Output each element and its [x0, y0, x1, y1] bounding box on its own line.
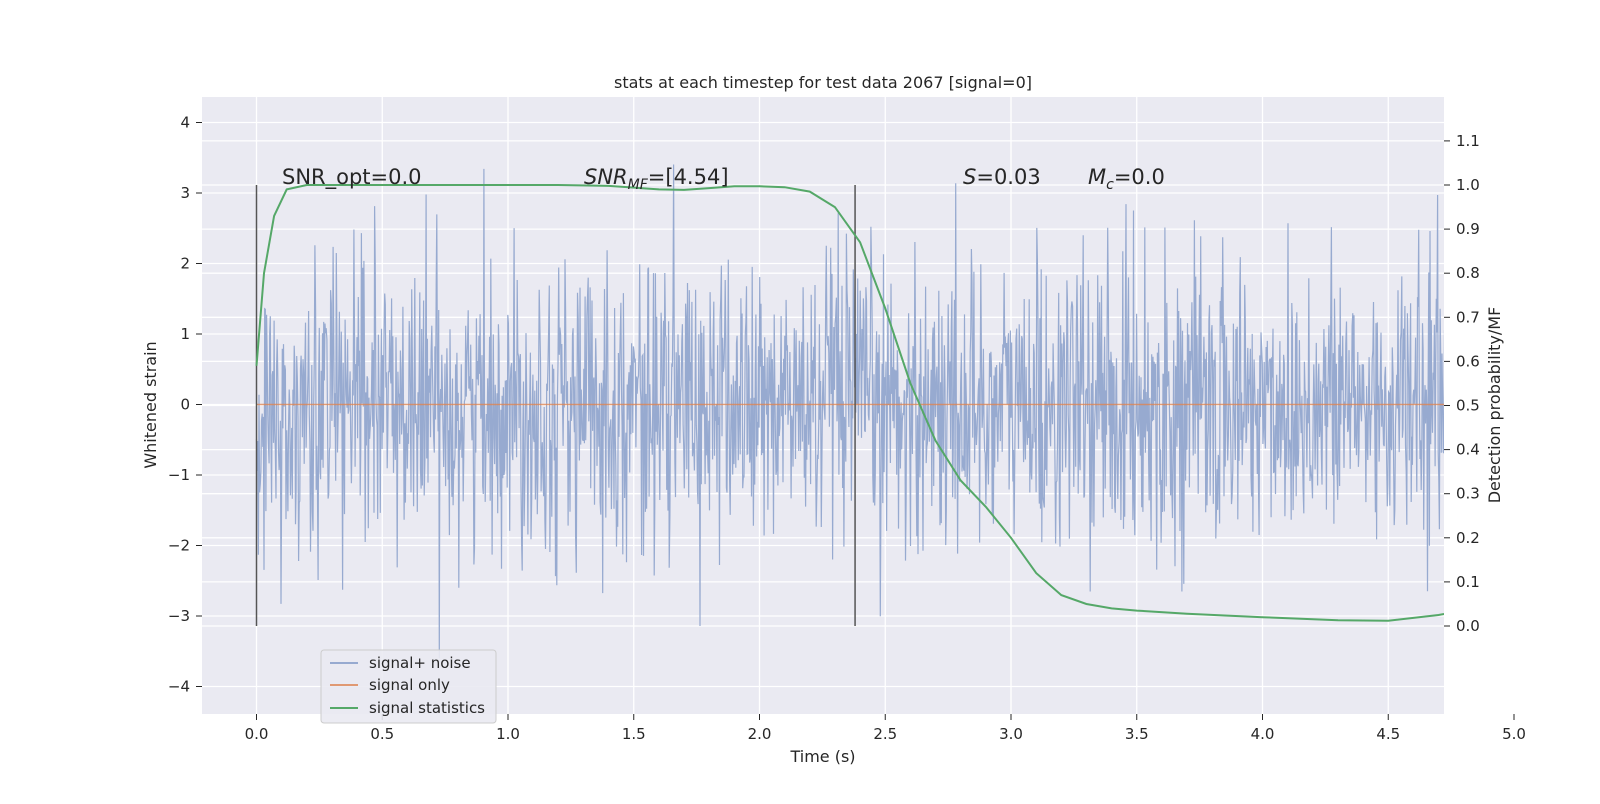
x-tick-label: 0.5: [370, 725, 394, 743]
y-right-tick-label: 0.5: [1456, 397, 1480, 415]
y-right-tick-label: 0.4: [1456, 441, 1480, 459]
y-right-tick-label: 0.3: [1456, 485, 1480, 503]
legend: signal+ noise signal only signal statist…: [321, 650, 496, 723]
y-right-tick-label: 0.7: [1456, 308, 1480, 326]
s-symbol: S: [963, 165, 976, 189]
y-right-tick-label: 0.6: [1456, 352, 1480, 370]
x-tick-label: 4.5: [1376, 725, 1400, 743]
snr-mf-symbol: SNR: [584, 165, 628, 189]
y-tick-label: 0: [180, 396, 190, 414]
y-right-tick-label: 0.9: [1456, 220, 1480, 238]
y-right-tick-label: 0.2: [1456, 529, 1480, 547]
x-tick-label: 0.0: [245, 725, 269, 743]
chart-title: stats at each timestep for test data 206…: [614, 73, 1032, 92]
x-tick-label: 1.0: [496, 725, 520, 743]
y-tick-label: 4: [180, 114, 190, 132]
y-right-tick-label: 0.1: [1456, 573, 1480, 591]
snr-mf-subscript: MF: [628, 177, 649, 193]
annotation-s: S=0.03: [963, 165, 1041, 189]
y-right-axis-title: Detection probability/MF: [1485, 307, 1504, 504]
y-axis-title: Whitened strain: [141, 341, 160, 468]
x-tick-label: 3.5: [1125, 725, 1149, 743]
x-tick-label: 4.0: [1251, 725, 1275, 743]
annotation-snr-mf: SNRMF=[4.54]: [584, 165, 729, 193]
y-tick-label: −2: [168, 537, 190, 555]
y-tick-label: −4: [168, 678, 190, 696]
x-tick-label: 2.5: [873, 725, 897, 743]
legend-label-signal-statistics: signal statistics: [369, 699, 485, 717]
y-tick-label: −3: [168, 607, 190, 625]
y-ticks: 4 3 2 1 0 −1 −2 −3 −4: [168, 114, 202, 696]
x-axis-title: Time (s): [789, 747, 855, 766]
annotation-snr-opt: SNR_opt=0.0: [282, 165, 422, 190]
annotation-mc: Mc=0.0: [1088, 165, 1165, 193]
y-tick-label: −1: [168, 466, 190, 484]
y-right-ticks: 1.1 1.0 0.9 0.8 0.7 0.6 0.5 0.4 0.3 0.2 0.1 0.0: [1444, 132, 1480, 635]
y-right-tick-label: 1.1: [1456, 132, 1480, 150]
y-tick-label: 3: [180, 184, 190, 202]
mc-symbol: M: [1088, 165, 1106, 189]
y-right-tick-label: 1.0: [1456, 176, 1480, 194]
x-tick-label: 5.0: [1502, 725, 1526, 743]
y-tick-label: 1: [180, 325, 190, 343]
x-tick-label: 1.5: [622, 725, 646, 743]
x-tick-label: 2.0: [748, 725, 772, 743]
snr-mf-value: =[4.54]: [648, 165, 729, 189]
legend-label-signal-noise: signal+ noise: [369, 654, 471, 672]
mc-value: =0.0: [1114, 165, 1165, 189]
y-tick-label: 2: [180, 255, 190, 273]
legend-label-signal-only: signal only: [369, 676, 450, 694]
y-right-tick-label: 0.0: [1456, 617, 1480, 635]
y-right-tick-label: 0.8: [1456, 264, 1480, 282]
s-value: =0.03: [976, 165, 1040, 189]
x-tick-label: 3.0: [999, 725, 1023, 743]
